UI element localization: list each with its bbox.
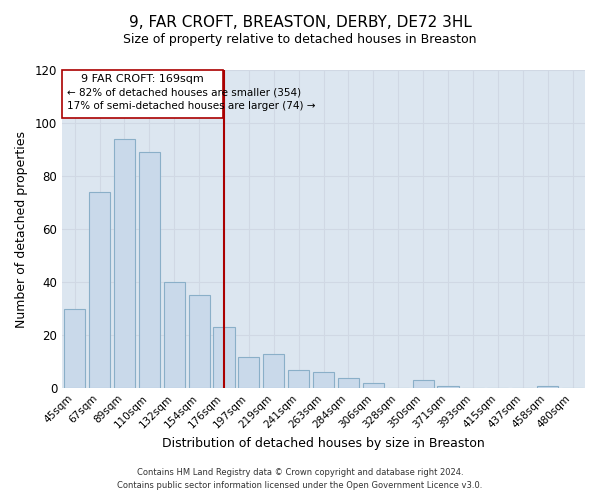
Text: Contains HM Land Registry data © Crown copyright and database right 2024.
Contai: Contains HM Land Registry data © Crown c…: [118, 468, 482, 490]
Y-axis label: Number of detached properties: Number of detached properties: [15, 130, 28, 328]
Bar: [363, 383, 384, 388]
Bar: [114, 139, 135, 388]
Bar: [263, 354, 284, 388]
Bar: [238, 356, 259, 388]
Bar: [338, 378, 359, 388]
Bar: [64, 309, 85, 388]
Bar: [537, 386, 558, 388]
Bar: [437, 386, 458, 388]
Text: 17% of semi-detached houses are larger (74) →: 17% of semi-detached houses are larger (…: [67, 100, 316, 110]
Bar: [188, 296, 209, 388]
Bar: [413, 380, 434, 388]
X-axis label: Distribution of detached houses by size in Breaston: Distribution of detached houses by size …: [162, 437, 485, 450]
Text: 9 FAR CROFT: 169sqm: 9 FAR CROFT: 169sqm: [81, 74, 204, 84]
Text: ← 82% of detached houses are smaller (354): ← 82% of detached houses are smaller (35…: [67, 87, 301, 97]
Bar: [313, 372, 334, 388]
Bar: [214, 328, 235, 388]
Bar: [288, 370, 309, 388]
Text: 9, FAR CROFT, BREASTON, DERBY, DE72 3HL: 9, FAR CROFT, BREASTON, DERBY, DE72 3HL: [128, 15, 472, 30]
Text: Size of property relative to detached houses in Breaston: Size of property relative to detached ho…: [123, 32, 477, 46]
Bar: [89, 192, 110, 388]
Bar: [139, 152, 160, 388]
FancyBboxPatch shape: [62, 70, 223, 118]
Bar: [164, 282, 185, 389]
